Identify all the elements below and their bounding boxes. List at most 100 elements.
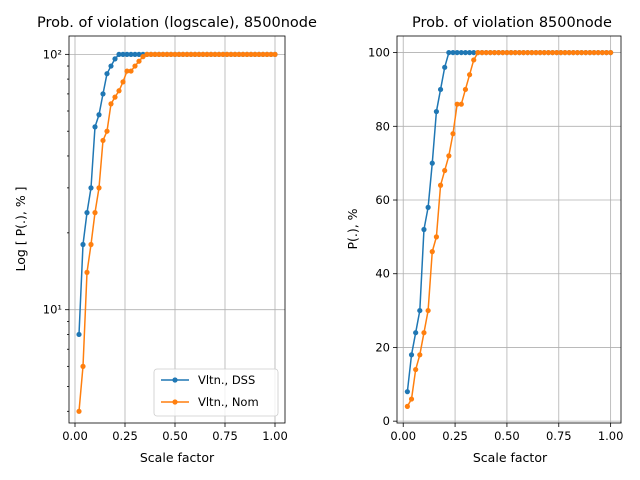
data-point	[591, 49, 597, 56]
data-point	[417, 352, 423, 358]
data-point	[196, 51, 202, 57]
data-point	[595, 49, 601, 56]
data-point	[574, 49, 581, 56]
data-point	[454, 101, 460, 107]
data-point	[88, 185, 94, 191]
data-point	[172, 51, 178, 57]
data-point	[124, 51, 130, 57]
data-point	[272, 51, 278, 57]
data-point	[92, 124, 98, 130]
data-point	[184, 51, 190, 57]
data-point	[446, 153, 452, 159]
data-point	[152, 51, 158, 57]
data-point	[558, 49, 564, 56]
data-point	[112, 56, 118, 62]
data-point	[260, 51, 266, 57]
chart-left-axes-frame	[68, 35, 286, 424]
data-point	[116, 88, 122, 94]
chart-right-title: Prob. of violation 8500node	[412, 15, 612, 31]
data-point	[120, 51, 126, 57]
data-point	[192, 51, 198, 57]
data-point	[248, 51, 254, 57]
data-point	[108, 101, 114, 107]
data-point	[483, 49, 489, 56]
data-point	[220, 51, 226, 57]
data-point	[116, 51, 122, 57]
y-tick-label: 40	[375, 267, 390, 281]
data-point	[520, 49, 527, 56]
data-point	[112, 94, 118, 100]
data-point	[264, 51, 270, 57]
chart-right-xlabel: Scale factor	[473, 450, 548, 465]
data-point	[541, 49, 547, 56]
data-point	[508, 49, 514, 56]
data-point	[232, 51, 238, 57]
x-tick-label: 0.00	[62, 429, 88, 443]
data-point	[429, 160, 435, 166]
legend-entry-nom: Vltn., Nom	[161, 395, 259, 409]
legend-entry-dss: Vltn., DSS	[161, 373, 255, 387]
data-point	[144, 51, 150, 57]
chart-left-xlabel: Scale factor	[140, 450, 215, 465]
data-point	[136, 58, 142, 64]
x-tick-label: 1.00	[598, 429, 624, 443]
data-point	[204, 51, 210, 57]
data-point	[240, 51, 246, 57]
data-point	[554, 49, 560, 56]
data-point	[252, 51, 258, 57]
chart-right-series	[404, 49, 614, 410]
data-point	[466, 49, 473, 56]
y-tick-label: 10¹	[43, 303, 62, 317]
data-point	[421, 330, 427, 336]
data-point	[268, 51, 274, 57]
x-tick-label: 0.50	[162, 429, 188, 443]
data-point	[487, 49, 493, 56]
y-tick-label: 80	[375, 119, 390, 133]
data-point	[421, 226, 427, 233]
data-point	[100, 137, 106, 144]
x-tick-label: 1.00	[262, 429, 288, 443]
chart-right-grid	[397, 36, 621, 423]
data-point	[512, 49, 518, 56]
data-point	[450, 131, 456, 137]
data-point	[148, 51, 154, 57]
data-point	[471, 49, 477, 56]
legend-marker-nom	[172, 399, 178, 405]
data-point	[479, 49, 485, 56]
chart-right-axes-frame	[396, 35, 622, 424]
chart-left-legend: Vltn., DSS Vltn., Nom	[153, 368, 279, 417]
y-tick-label: 10²	[43, 47, 62, 61]
data-point	[124, 68, 130, 74]
data-point	[458, 49, 464, 56]
data-point	[168, 51, 174, 57]
data-point	[84, 269, 90, 275]
data-point	[256, 51, 262, 57]
data-point	[458, 101, 464, 107]
data-point	[140, 54, 146, 60]
data-point	[417, 307, 423, 314]
data-point	[76, 331, 82, 338]
data-point	[132, 51, 138, 57]
data-point	[88, 241, 94, 248]
data-point	[164, 51, 170, 57]
chart-right-ylabel: P(.), %	[345, 208, 360, 249]
data-point	[446, 49, 452, 56]
data-point	[437, 86, 444, 93]
data-point	[84, 210, 90, 216]
data-point	[404, 403, 410, 410]
data-point	[208, 51, 214, 57]
data-point	[599, 49, 605, 56]
data-point	[466, 72, 473, 78]
data-point	[128, 51, 134, 57]
data-point	[583, 49, 589, 56]
data-point	[425, 307, 431, 314]
data-point	[437, 182, 444, 188]
data-point	[462, 86, 469, 93]
data-point	[442, 64, 448, 70]
data-point	[176, 51, 182, 57]
data-point	[496, 49, 502, 56]
data-point	[180, 51, 186, 57]
data-point	[433, 234, 440, 240]
data-point	[516, 49, 522, 56]
